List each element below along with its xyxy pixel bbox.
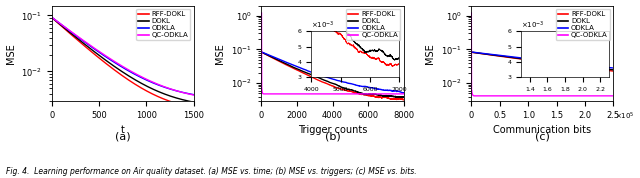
X-axis label: t: t (121, 125, 125, 135)
X-axis label: Communication bits: Communication bits (493, 125, 591, 135)
Text: Fig. 4.  Learning performance on Air quality dataset. (a) MSE vs. time; (b) MSE : Fig. 4. Learning performance on Air qual… (6, 167, 417, 176)
Text: (a): (a) (115, 131, 131, 141)
Text: (c): (c) (535, 131, 550, 141)
Text: (b): (b) (324, 131, 340, 141)
Y-axis label: MSE: MSE (216, 43, 225, 64)
Y-axis label: MSE: MSE (425, 43, 435, 64)
Legend: RFF-DOKL, DOKL, ODKLA, QC-ODKLA: RFF-DOKL, DOKL, ODKLA, QC-ODKLA (136, 9, 190, 40)
Legend: RFF-DOKL, DOKL, ODKLA, QC-ODKLA: RFF-DOKL, DOKL, ODKLA, QC-ODKLA (556, 9, 610, 40)
Legend: RFF-DOKL, DOKL, ODKLA, QC-ODKLA: RFF-DOKL, DOKL, ODKLA, QC-ODKLA (346, 9, 400, 40)
X-axis label: Trigger counts: Trigger counts (298, 125, 367, 135)
Text: $\times10^5$: $\times10^5$ (615, 110, 634, 122)
Y-axis label: MSE: MSE (6, 43, 15, 64)
